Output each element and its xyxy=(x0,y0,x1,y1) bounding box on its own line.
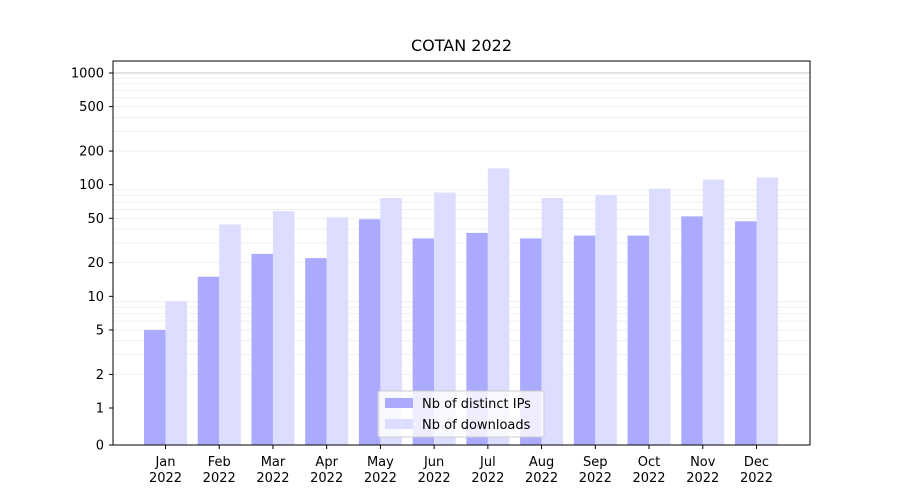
legend-label-distinct-ips: Nb of distinct IPs xyxy=(422,397,531,412)
x-tick-label-year: 2022 xyxy=(256,471,289,486)
y-tick-label: 10 xyxy=(87,290,104,305)
y-tick-label: 1000 xyxy=(71,67,104,82)
legend-swatch-distinct-ips xyxy=(385,398,413,408)
x-tick-label-month: Mar xyxy=(261,455,286,470)
x-tick-label-year: 2022 xyxy=(364,471,397,486)
y-tick-label: 1 xyxy=(96,402,104,417)
x-tick-label-month: Jul xyxy=(479,455,496,470)
x-tick-label-month: Oct xyxy=(638,455,660,470)
x-tick-label-month: Nov xyxy=(690,455,716,470)
chart-title: COTAN 2022 xyxy=(411,36,512,55)
bar-distinct-ips xyxy=(573,235,596,445)
bar-distinct-ips xyxy=(627,235,650,445)
x-tick-label-year: 2022 xyxy=(632,471,665,486)
y-tick-label: 50 xyxy=(87,212,104,227)
bar-downloads xyxy=(702,179,725,446)
x-tick-label-month: Feb xyxy=(208,455,231,470)
bar-downloads xyxy=(272,211,295,445)
bar-distinct-ips xyxy=(144,329,166,445)
x-tick-label-year: 2022 xyxy=(686,471,719,486)
bar-distinct-ips xyxy=(735,221,757,445)
bar-distinct-ips xyxy=(681,216,703,445)
x-tick-label-year: 2022 xyxy=(203,471,236,486)
bar-downloads xyxy=(595,194,617,445)
x-tick-label-month: Aug xyxy=(529,455,554,470)
y-tick-label: 5 xyxy=(96,323,104,338)
bar-distinct-ips xyxy=(251,253,273,445)
x-tick-label-month: Sep xyxy=(583,455,608,470)
x-tick-label-year: 2022 xyxy=(149,471,182,486)
x-axis-ticks: Jan2022Feb2022Mar2022Apr2022May2022Jun20… xyxy=(149,445,773,486)
bar-downloads xyxy=(165,301,187,445)
y-tick-label: 0 xyxy=(96,439,104,454)
y-tick-label: 500 xyxy=(79,100,104,115)
bar-downloads xyxy=(380,197,402,445)
bar-distinct-ips xyxy=(358,219,381,445)
legend-box xyxy=(377,390,545,438)
bar-downloads xyxy=(756,177,778,445)
y-axis-ticks: 0 1 2 5 10 20 50 100 200 500 1000 xyxy=(71,67,113,454)
bar-downloads xyxy=(326,217,349,445)
bar-downloads xyxy=(649,188,671,445)
x-tick-label-month: May xyxy=(367,455,394,470)
x-tick-label-month: Apr xyxy=(315,455,338,470)
plot-frame xyxy=(112,60,811,446)
legend-swatch-downloads xyxy=(385,419,413,429)
y-tick-label: 20 xyxy=(87,256,104,271)
legend-label-downloads: Nb of downloads xyxy=(422,418,531,433)
legend: Nb of distinct IPs Nb of downloads xyxy=(377,390,545,438)
bars xyxy=(144,168,778,446)
y-tick-label: 2 xyxy=(96,368,104,383)
y-tick-label: 100 xyxy=(79,178,104,193)
bar-downloads xyxy=(541,197,564,445)
y-tick-label: 200 xyxy=(79,145,104,160)
x-tick-label-year: 2022 xyxy=(471,471,504,486)
bar-downloads xyxy=(487,168,510,445)
bar-distinct-ips xyxy=(197,276,220,445)
x-tick-label-year: 2022 xyxy=(310,471,343,486)
x-tick-label-month: Jun xyxy=(423,455,444,470)
bar-distinct-ips xyxy=(305,258,327,445)
x-tick-label-year: 2022 xyxy=(579,471,612,486)
x-tick-label-year: 2022 xyxy=(525,471,558,486)
x-tick-label-year: 2022 xyxy=(418,471,451,486)
x-tick-label-month: Dec xyxy=(744,455,769,470)
x-tick-label-month: Jan xyxy=(154,455,175,470)
bar-downloads xyxy=(434,192,456,445)
bar-downloads xyxy=(219,224,241,445)
x-tick-label-year: 2022 xyxy=(740,471,773,486)
